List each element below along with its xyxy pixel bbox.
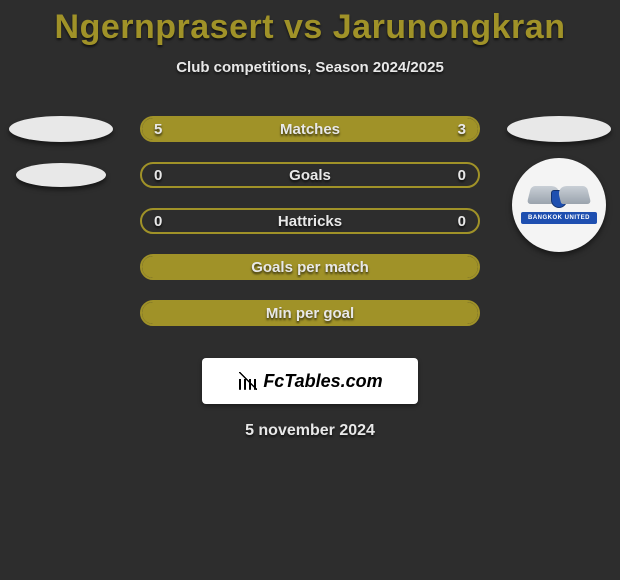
left-player-badge [6,116,116,142]
stat-bar-matches: 5 Matches 3 [140,116,480,142]
team-oval-icon [16,163,106,187]
left-team-badge [6,163,116,187]
stat-label: Min per goal [266,305,354,322]
subtitle: Club competitions, Season 2024/2025 [0,59,620,76]
chart-icon [237,370,259,392]
stat-value-left: 5 [154,121,162,138]
stat-value-left: 0 [154,167,162,184]
stat-row: Min per goal [0,290,620,336]
stat-row: 0 Goals 0 BANGKOK UNITED [0,152,620,198]
stat-row: 5 Matches 3 [0,106,620,152]
stat-label: Goals per match [251,259,369,276]
stat-bar-gpm: Goals per match [140,254,480,280]
footer-date: 5 november 2024 [0,422,620,440]
footer-brand-logo: FcTables.com [202,358,418,404]
stat-value-right: 0 [458,167,466,184]
footer-brand-text: FcTables.com [263,371,382,392]
stat-value-right: 0 [458,213,466,230]
player-oval-icon [507,116,611,142]
stat-row: 0 Hattricks 0 [0,198,620,244]
right-player-badge [504,116,614,142]
stat-bar-hattricks: 0 Hattricks 0 [140,208,480,234]
stat-bar-goals: 0 Goals 0 [140,162,480,188]
stat-label: Hattricks [278,213,342,230]
player-oval-icon [9,116,113,142]
stat-label: Goals [289,167,331,184]
page-title: Ngernprasert vs Jarunongkran [0,0,620,47]
stat-value-right: 3 [458,121,466,138]
stat-row: Goals per match [0,244,620,290]
stat-label: Matches [280,121,340,138]
stats-container: 5 Matches 3 0 Goals 0 BANGKOK UNITED [0,106,620,336]
stat-value-left: 0 [154,213,162,230]
stat-bar-mpg: Min per goal [140,300,480,326]
